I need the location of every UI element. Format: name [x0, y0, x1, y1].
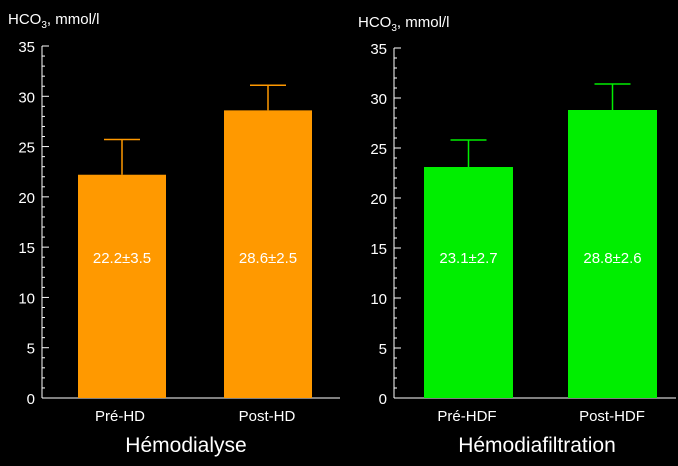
y-tick-label: 10: [370, 291, 387, 308]
x-tick-label: Post-HDF: [579, 408, 645, 425]
chart-panel-1: HCO3, mmol/l 0 5 10 15 20 25 30 35 22.2±3.5 Pré-HD…: [8, 11, 340, 457]
bar-value-label: 23.1±2.7: [439, 250, 497, 267]
x-tick-label: Pré-HD: [95, 408, 145, 425]
bar-value-label: 22.2±3.5: [93, 250, 151, 267]
y-axis-title: HCO3, mmol/l: [8, 11, 99, 31]
y-tick-label: 5: [27, 341, 35, 358]
bar: [224, 110, 312, 398]
y-tick-label: 5: [379, 341, 387, 358]
x-tick-label: Pré-HDF: [437, 408, 496, 425]
y-tick-label: 20: [370, 191, 387, 208]
x-axis-title: Hémodialyse: [125, 434, 246, 457]
y-tick-label: 25: [18, 140, 35, 157]
chart-panel-2: HCO3, mmol/l 0 5 10 15 20 25 30 35 23.1±2.7 Pré-HD…: [358, 14, 676, 457]
y-tick-label: 35: [18, 39, 35, 56]
bar: [78, 174, 166, 398]
x-axis-title: Hémodiafiltration: [458, 434, 616, 457]
bar-value-label: 28.6±2.5: [239, 250, 297, 267]
bar-value-label: 28.8±2.6: [583, 250, 641, 267]
y-tick-label: 25: [370, 141, 387, 158]
y-tick-label: 30: [18, 89, 35, 106]
bar: [568, 110, 657, 398]
bar: [424, 167, 513, 398]
y-tick-label: 30: [370, 91, 387, 108]
y-tick-label: 0: [379, 391, 387, 408]
y-tick-label: 10: [18, 290, 35, 307]
x-tick-label: Post-HD: [239, 408, 296, 425]
y-axis-title: HCO3, mmol/l: [358, 14, 449, 34]
y-tick-label: 35: [370, 41, 387, 58]
y-tick-label: 20: [18, 190, 35, 207]
y-tick-label: 0: [27, 391, 35, 408]
y-tick-label: 15: [370, 241, 387, 258]
y-tick-label: 15: [18, 240, 35, 257]
